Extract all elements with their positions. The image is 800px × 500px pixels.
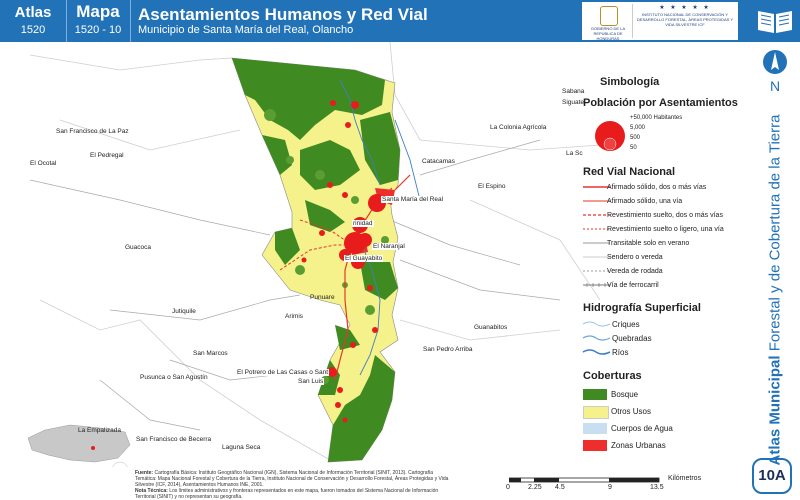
road-label: Vereda de rodada — [607, 268, 663, 275]
road-label: Sendero o vereda — [607, 254, 663, 261]
pop-item: 500 — [630, 135, 641, 141]
pop-item: 5,000 — [630, 125, 646, 131]
hydro-label: Criques — [612, 320, 640, 329]
place-label: Guacoca — [125, 244, 152, 251]
map-canvas — [27, 42, 601, 467]
population-circles-icon — [595, 121, 625, 151]
place-label: rinidad — [352, 220, 374, 227]
legend-roads-title: Red Vial Nacional — [583, 166, 676, 178]
scale-tick: 9 — [608, 484, 612, 491]
government-logo: GOBIERNO DE LA REPÚBLICA DE HONDURAS — [584, 4, 633, 41]
rivers — [339, 79, 421, 376]
swatch-zonas-urbanas — [583, 440, 607, 451]
atlas-book-button[interactable] — [750, 0, 800, 42]
place-label: El Espino — [478, 183, 506, 190]
place-label: El Ocotal — [30, 160, 57, 167]
page-subtitle: Municipio de Santa María del Real, Olanc… — [138, 24, 354, 36]
legend-title: Simbología — [600, 76, 660, 88]
scale-unit: Kilómetros — [668, 475, 702, 482]
atlas-number: 1520 — [20, 24, 46, 36]
main-roads — [334, 174, 411, 381]
road-label: Transitable solo en verano — [607, 240, 690, 247]
place-label: La Colonia Agrícola — [490, 124, 547, 131]
scale-tick: 0 — [506, 484, 510, 491]
legend-pop-title: Población por Asentamientos — [583, 97, 738, 109]
place-label: San Francisco de Becerra — [136, 436, 212, 443]
page-title: Asentamientos Humanos y Red Vial — [138, 5, 428, 24]
place-label: Pusunca o San Agustín — [140, 374, 208, 381]
place-label: El Pedregal — [90, 152, 124, 159]
honduras-locator-inset — [27, 424, 131, 463]
road-label: Afirmado sólido, dos o más vías — [607, 184, 707, 191]
place-label: Sabana — [562, 88, 585, 95]
place-label: El Naranjal — [372, 243, 406, 250]
road-symbols — [583, 186, 610, 287]
place-label: Arimis — [285, 313, 304, 320]
book-icon — [758, 11, 792, 33]
mapa-number: 1520 - 10 — [74, 24, 122, 36]
atlas-box: Atlas 1520 — [0, 0, 67, 42]
coat-of-arms-icon — [600, 6, 618, 26]
road-label: Vía de ferrocarril — [607, 282, 659, 289]
place-label: Siguate — [562, 99, 585, 106]
place-label: El Guayabito — [344, 255, 384, 262]
place-label: Jutiquile — [172, 308, 196, 315]
pop-item: +50,000 Habitantes — [630, 115, 683, 121]
header-bar: Atlas 1520 Mapa 1520 - 10 Asentamientos … — [0, 0, 750, 42]
place-label: El Potrero de Las Casas o Sant — [236, 369, 330, 376]
scale-tick: 4.5 — [555, 484, 565, 491]
logos-panel: GOBIERNO DE LA REPÚBLICA DE HONDURAS ★ ★… — [582, 2, 738, 41]
legend-cover-title: Coberturas — [583, 370, 642, 382]
cover-label: Cuerpos de Agua — [611, 424, 673, 433]
pop-item: 50 — [630, 145, 637, 151]
place-label: San Luis — [297, 378, 325, 385]
place-label: Santa María del Real — [381, 196, 445, 203]
source-note: Fuente: Cartografía Básica: Instituto Ge… — [135, 470, 449, 500]
hydro-label: Quebradas — [612, 334, 652, 343]
road-label: Revestimiento suelto o ligero, una vía — [607, 226, 724, 233]
place-label: San Pedro Arriba — [423, 346, 473, 353]
mapa-label: Mapa — [76, 2, 120, 21]
mapa-box: Mapa 1520 - 10 — [66, 0, 131, 42]
hydro-symbols — [582, 321, 611, 355]
inset-detail-icon — [112, 461, 128, 467]
place-label: San Francisco de La Paz — [56, 128, 129, 135]
place-label: Laguna Seca — [222, 444, 261, 451]
road-label: Afirmado sólido, una vía — [607, 198, 683, 205]
stars-icon: ★ ★ ★ ★ ★ — [659, 5, 711, 11]
place-label: La Sc — [566, 150, 583, 157]
place-label: San Marcos — [193, 350, 228, 357]
cover-label: Bosque — [611, 390, 639, 399]
vertical-atlas-title: Atlas Municipal Forestal y de Cobertura … — [766, 114, 784, 466]
legend-hydro-title: Hidrografía Superficial — [583, 302, 701, 314]
atlas-label: Atlas — [14, 4, 52, 21]
cover-label: Otros Usos — [611, 407, 652, 416]
place-label: La Empalizada — [78, 427, 121, 434]
icf-logo: ★ ★ ★ ★ ★ INSTITUTO NACIONAL DE CONSERVA… — [634, 4, 736, 38]
map-code-badge: 10A — [752, 458, 792, 494]
scale-bar: 0 2.25 4.5 9 13.5 Kilómetros — [505, 470, 701, 495]
swatch-cuerpos-agua — [583, 423, 607, 434]
hydro-label: Ríos — [612, 348, 629, 357]
scale-tick: 2.25 — [528, 484, 542, 491]
place-label: Punuare — [310, 294, 335, 301]
place-label: Catacamas — [422, 158, 455, 165]
place-label: Guanabitos — [474, 324, 508, 331]
north-arrow-icon — [763, 50, 787, 74]
scale-bar-graphic — [509, 477, 660, 483]
cover-label: Zonas Urbanas — [611, 441, 666, 450]
scale-tick: 13.5 — [650, 484, 664, 491]
swatch-otros-usos — [583, 406, 609, 419]
right-sidebar — [750, 42, 800, 500]
north-label: N — [769, 78, 781, 94]
road-label: Revestimiento suelto, dos o más vías — [607, 212, 723, 219]
swatch-bosque — [583, 389, 607, 400]
